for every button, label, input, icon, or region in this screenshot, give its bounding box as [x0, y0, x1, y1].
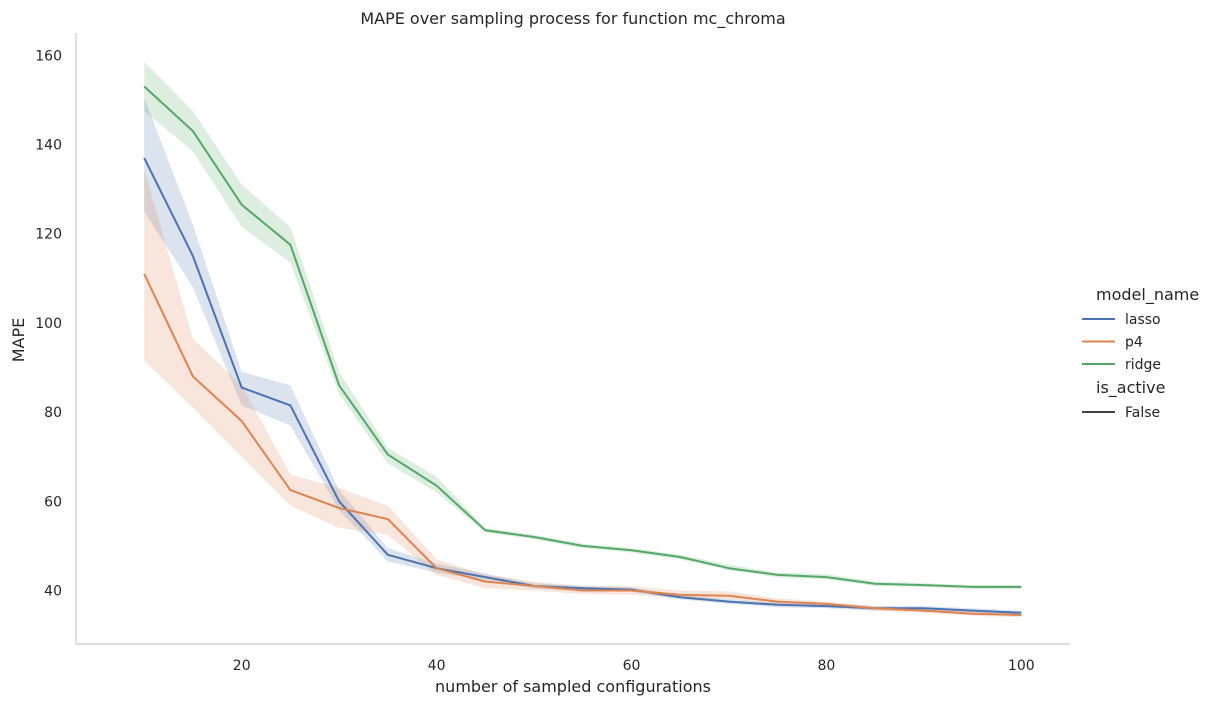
y-tick-labels: 40 60 80 100 120 140 160 [35, 48, 62, 599]
x-tick-label: 60 [623, 658, 641, 674]
y-tick-label: 40 [44, 584, 62, 600]
y-tick-label: 80 [44, 405, 62, 421]
x-tick-labels: 20 40 60 80 100 [233, 658, 1035, 674]
confidence-bands [144, 62, 1021, 617]
y-tick-label: 160 [35, 48, 62, 64]
y-tick-label: 100 [35, 316, 62, 332]
legend-items: lasso p4 ridge [1082, 312, 1161, 373]
confidence-band-ridge [144, 62, 1021, 589]
legend-label-lasso: lasso [1125, 312, 1161, 328]
x-tick-label: 80 [817, 658, 835, 674]
x-axis-label: number of sampled configurations [435, 677, 711, 696]
y-tick-label: 140 [35, 138, 62, 154]
series-line-p4 [144, 274, 1021, 615]
y-axis-label: MAPE [9, 318, 28, 363]
legend-style-label: False [1125, 405, 1160, 421]
confidence-band-lasso [144, 98, 1021, 615]
x-tick-label: 100 [1008, 658, 1035, 674]
legend-label-ridge: ridge [1125, 357, 1161, 373]
legend-hue-title: model_name [1096, 285, 1199, 305]
chart-title: MAPE over sampling process for function … [360, 9, 785, 29]
legend-label-p4: p4 [1125, 335, 1143, 351]
x-tick-label: 40 [428, 658, 446, 674]
y-tick-label: 120 [35, 227, 62, 243]
series-lines [144, 87, 1021, 616]
series-line-ridge [144, 87, 1021, 587]
legend: model_name lasso p4 ridge is_active False [1082, 285, 1199, 421]
x-tick-label: 20 [233, 658, 251, 674]
y-tick-label: 60 [44, 494, 62, 510]
legend-style-title: is_active [1096, 378, 1165, 398]
